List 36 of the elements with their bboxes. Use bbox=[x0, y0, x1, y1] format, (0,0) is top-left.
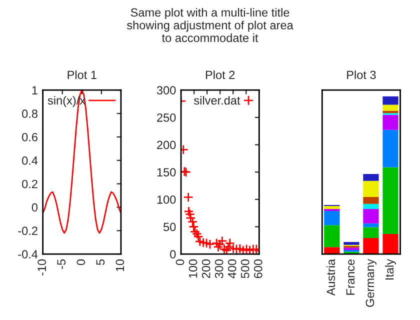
x-tick-label: 5 bbox=[96, 259, 105, 266]
chart-title: Plot 1 bbox=[68, 70, 96, 80]
y-tick-label: 0.2 bbox=[22, 180, 38, 188]
y-tick-label: -0.4 bbox=[18, 250, 38, 258]
y-tick-label: 300 bbox=[156, 86, 176, 94]
x-tick-label: 0 bbox=[176, 259, 184, 266]
x-tick-label: Italy bbox=[384, 258, 396, 280]
y-tick-label: 0.8 bbox=[22, 110, 38, 118]
x-tick-label: 400 bbox=[228, 259, 236, 278]
y-tick-label: 0.6 bbox=[22, 132, 38, 142]
chart-title: Plot 3 bbox=[347, 70, 376, 80]
y-tick-label: 150 bbox=[157, 168, 176, 176]
x-tick-label: 500 bbox=[240, 259, 250, 278]
y-tick-label: 1 bbox=[32, 86, 38, 94]
y-tick-label: 0 bbox=[32, 203, 38, 212]
y-tick-label: 0.4 bbox=[22, 156, 38, 165]
series-label: silver.dat bbox=[194, 96, 240, 105]
y-tick-label: 0 bbox=[170, 250, 176, 258]
x-tick-label: Austria bbox=[326, 258, 336, 296]
y-tick-label: 200 bbox=[157, 140, 176, 150]
x-tick-label: 0 bbox=[76, 259, 86, 266]
x-tick-label: 200 bbox=[202, 259, 210, 278]
x-tick-label: 300 bbox=[214, 259, 224, 278]
x-tick-label: 10 bbox=[116, 259, 124, 272]
y-tick-label: 250 bbox=[157, 113, 176, 122]
x-tick-label: -10 bbox=[38, 259, 46, 276]
y-tick-label: 50 bbox=[164, 222, 176, 232]
x-tick-label: -5 bbox=[57, 259, 66, 269]
x-tick-label: 600 bbox=[254, 259, 262, 278]
x-tick-label: France bbox=[346, 259, 355, 295]
x-tick-label: Germany bbox=[366, 258, 376, 307]
y-tick-label: 100 bbox=[157, 195, 176, 204]
y-tick-label: -0.2 bbox=[18, 226, 38, 236]
text: Same plot with a multi-line title showing adjustment of plot area to accommodate it bbox=[126, 8, 294, 42]
x-tick-label: 100 bbox=[188, 259, 198, 278]
chart-title: Plot 2 bbox=[206, 70, 235, 80]
